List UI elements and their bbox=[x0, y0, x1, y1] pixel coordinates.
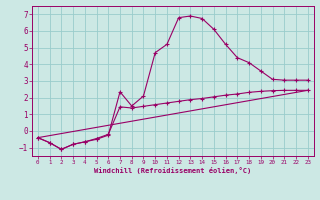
X-axis label: Windchill (Refroidissement éolien,°C): Windchill (Refroidissement éolien,°C) bbox=[94, 167, 252, 174]
